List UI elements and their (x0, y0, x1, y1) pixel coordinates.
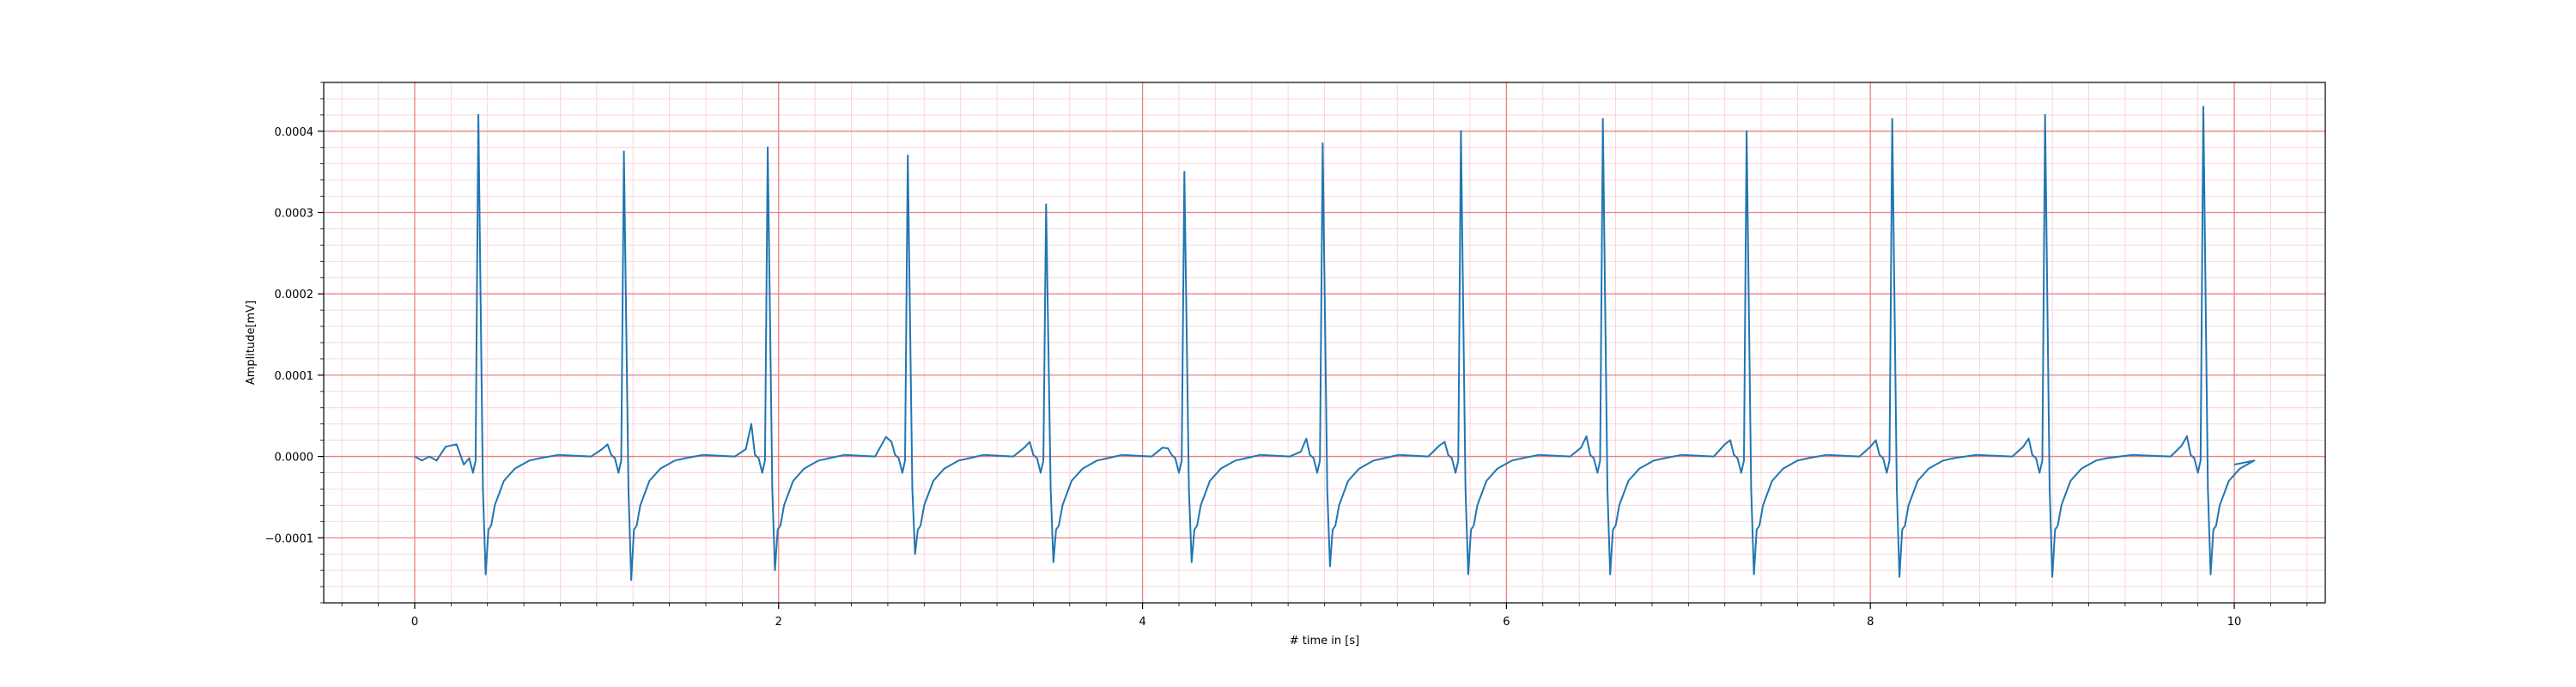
x-tick-label: 2 (775, 616, 782, 629)
r-peak-point (1321, 143, 1324, 145)
r-peak-point (907, 155, 909, 157)
y-tick-label: 0.0003 (275, 208, 314, 221)
x-axis-label: # time in [s] (1290, 635, 1359, 647)
r-peak-point (623, 150, 625, 153)
x-tick-label: 10 (2227, 616, 2242, 629)
r-peak-point (1460, 130, 1462, 132)
y-axis-ticks: −0.0001 0.0000 0.0001 0.0002 0.0003 0.0004 (265, 82, 324, 604)
y-tick-label: 0.0001 (275, 370, 314, 383)
x-tick-label: 4 (1139, 616, 1145, 629)
y-tick-label: 0.0004 (275, 126, 314, 139)
series-layer (414, 106, 2256, 581)
ecg-signal-line (414, 106, 2256, 581)
x-axis-ticks: 0 2 4 6 8 10 (341, 603, 2308, 629)
r-peak-point (1891, 118, 1893, 120)
r-peak-point (2044, 113, 2046, 116)
r-peak-point (2202, 106, 2205, 108)
r-peak-point (767, 146, 769, 149)
y-tick-label: 0.0002 (275, 289, 314, 301)
r-peak-point (477, 113, 480, 116)
major-grid (324, 82, 2325, 603)
x-tick-label: 6 (1503, 616, 1510, 629)
y-tick-label: 0.0000 (275, 452, 314, 465)
r-peak-point (1746, 130, 1748, 132)
y-tick-label: −0.0001 (265, 532, 313, 545)
x-tick-label: 0 (411, 616, 418, 629)
x-tick-label: 8 (1867, 616, 1874, 629)
r-peak-point (1045, 204, 1048, 206)
r-peak-point (1601, 118, 1604, 120)
r-peak-point (1183, 171, 1186, 173)
y-axis-label: Amplitude[mV] (245, 301, 258, 385)
